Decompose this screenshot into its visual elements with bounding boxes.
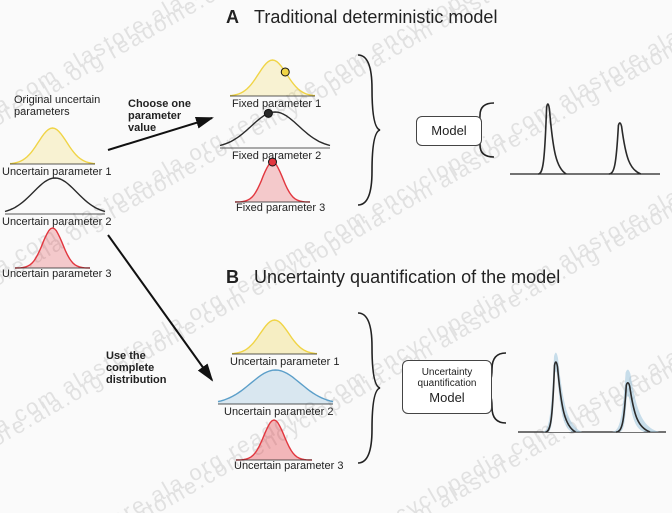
uq-box-line2: Model (429, 391, 464, 405)
uncertain-param-1-label: Uncertain parameter 1 (2, 166, 111, 178)
uncertain-param-3-label: Uncertain parameter 3 (2, 268, 111, 280)
model-box-b: Uncertainty quantification Model (402, 360, 492, 414)
panel-a-title: A Traditional deterministic model (226, 8, 497, 28)
fixed-param-2-label: Fixed parameter 2 (232, 150, 321, 162)
choose-label: Choose one parameter value (128, 98, 191, 134)
use-dist-label: Use the complete distribution (106, 350, 167, 386)
model-box-a: Model (416, 116, 482, 146)
fixed-param-1-label: Fixed parameter 1 (232, 98, 321, 110)
panel-a-title-text: Traditional deterministic model (254, 7, 497, 27)
panel-b-title: B Uncertainty quantification of the mode… (226, 268, 560, 288)
panel-a-letter: A (226, 7, 239, 27)
panel-b-title-text: Uncertainty quantification of the model (254, 267, 560, 287)
uq-box-line1: Uncertainty quantification (418, 368, 477, 389)
b-uncertain-1-label: Uncertain parameter 1 (230, 356, 339, 368)
original-params-label: Original uncertain parameters (14, 94, 100, 118)
b-uncertain-2-label: Uncertain parameter 2 (224, 406, 333, 418)
b-uncertain-3-label: Uncertain parameter 3 (234, 460, 343, 472)
fixed-param-3-label: Fixed parameter 3 (236, 202, 325, 214)
diagram-canvas (0, 0, 672, 513)
panel-b-letter: B (226, 267, 239, 287)
uncertain-param-2-label: Uncertain parameter 2 (2, 216, 111, 228)
